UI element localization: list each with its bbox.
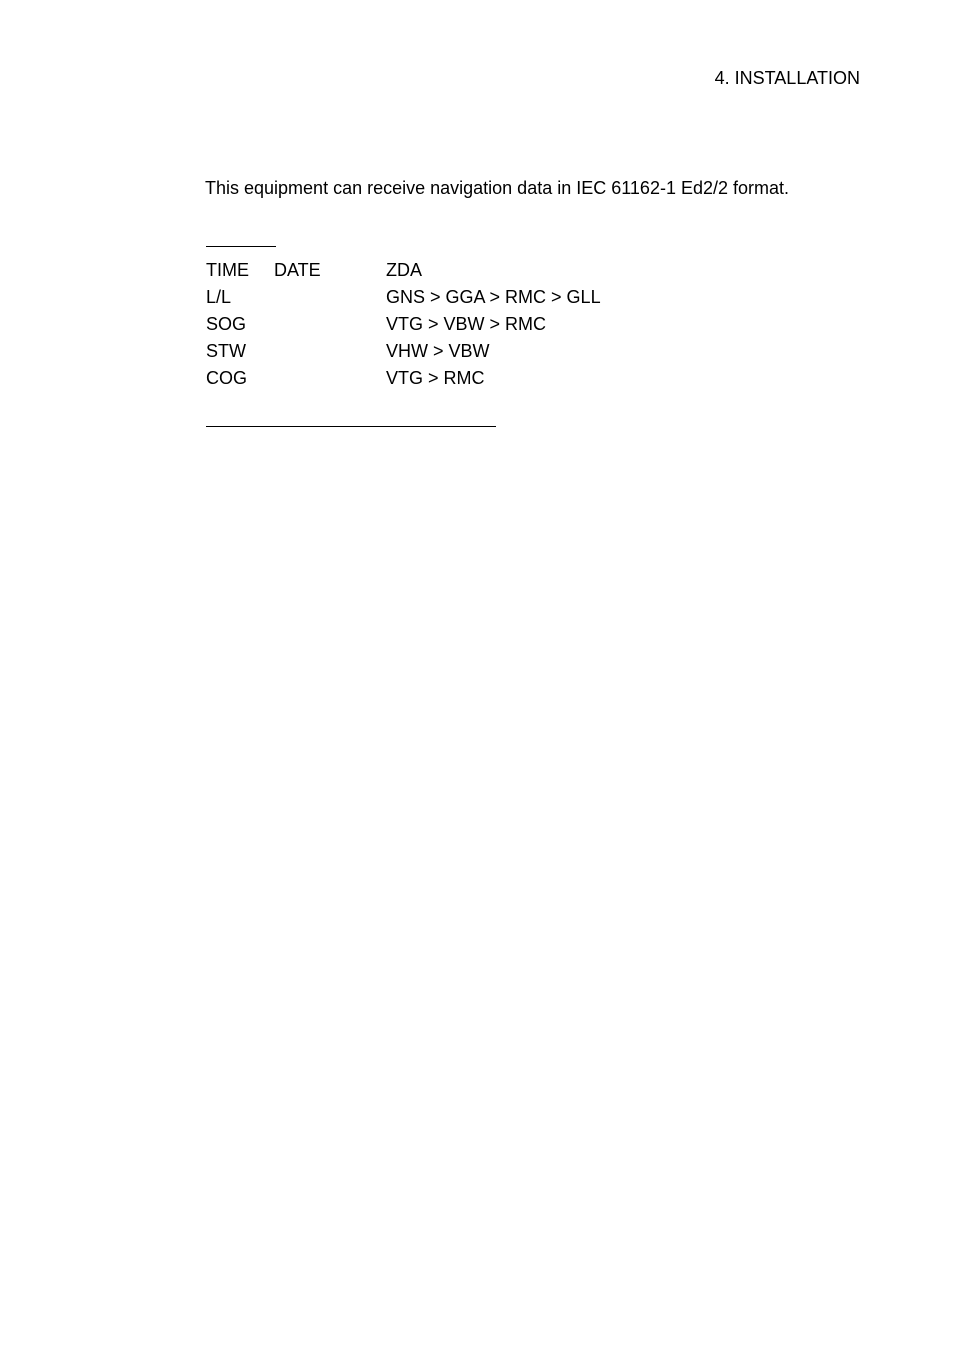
cell-empty (274, 314, 386, 335)
cell-empty (274, 287, 386, 308)
navigation-data-table: TIME DATE ZDA L/L GNS > GGA > RMC > GLL … (206, 260, 601, 395)
section-header: 4. INSTALLATION (715, 68, 860, 89)
cell-vtg: VTG > VBW > RMC (386, 314, 546, 335)
table-row: L/L GNS > GGA > RMC > GLL (206, 287, 601, 308)
cell-zda: ZDA (386, 260, 422, 281)
table-row: STW VHW > VBW (206, 341, 601, 362)
cell-stw: STW (206, 341, 274, 362)
cell-gns: GNS > GGA > RMC > GLL (386, 287, 601, 308)
short-horizontal-rule (206, 246, 276, 247)
cell-date: DATE (274, 260, 386, 281)
cell-vtg-rmc: VTG > RMC (386, 368, 485, 389)
cell-empty (274, 341, 386, 362)
table-row: COG VTG > RMC (206, 368, 601, 389)
cell-vhw: VHW > VBW (386, 341, 490, 362)
cell-ll: L/L (206, 287, 274, 308)
table-row: SOG VTG > VBW > RMC (206, 314, 601, 335)
cell-sog: SOG (206, 314, 274, 335)
table-row: TIME DATE ZDA (206, 260, 601, 281)
long-horizontal-rule (206, 426, 496, 427)
cell-empty (274, 368, 386, 389)
cell-cog: COG (206, 368, 274, 389)
intro-paragraph: This equipment can receive navigation da… (205, 178, 789, 199)
cell-time: TIME (206, 260, 274, 281)
